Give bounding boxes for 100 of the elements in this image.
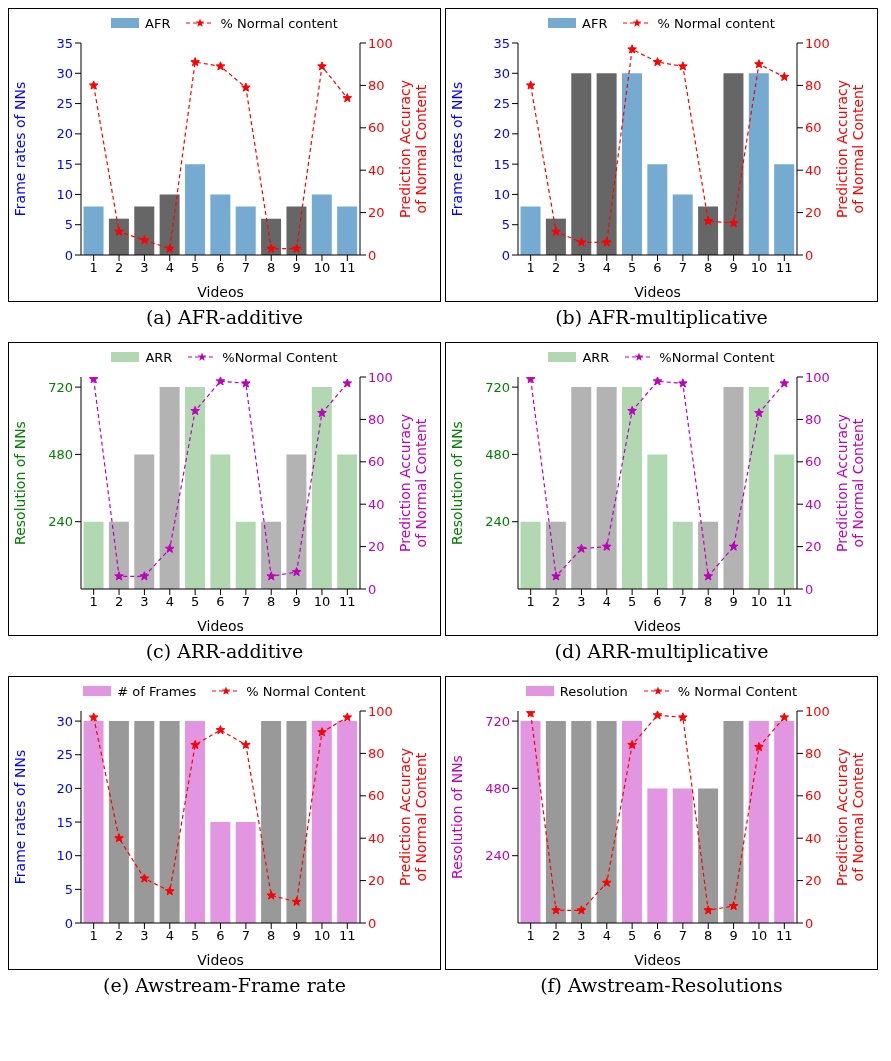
x-tick-label: 1 [526,928,535,944]
legend-label: % Normal content [657,15,775,31]
y-axis-title: Resolution of NNs [449,421,465,545]
bar [337,454,358,589]
y-tick-label: 240 [485,848,510,864]
x-tick-label: 8 [704,594,713,610]
bar [748,387,769,589]
bar [83,521,104,589]
y-tick-label: 5 [501,217,510,233]
y2-axis-title: Prediction Accuracy of Normal Content [397,414,429,552]
point [728,218,739,228]
x-tick-label: 7 [678,928,687,944]
y-tick-label: 30 [56,65,73,81]
x-tick-label: 2 [551,928,561,944]
y2-tick-label: 20 [368,539,385,555]
y-tick-label: 20 [56,781,73,797]
x-tick-label: 10 [313,594,331,610]
x-tick-label: 6 [653,260,662,276]
y2-tick-label: 100 [368,703,393,719]
point [779,378,790,388]
x-tick-label: 10 [750,928,768,944]
point [678,378,688,388]
y-tick-label: 240 [485,514,510,530]
x-tick-label: 7 [678,260,687,276]
point [139,571,150,581]
y-axis-title: Resolution of NNs [12,421,28,545]
point [317,408,327,418]
point [164,543,175,553]
y-tick-label: 0 [64,247,73,263]
x-tick-label: 1 [89,594,98,610]
x-axis-title: Videos [197,952,244,968]
y-tick-label: 720 [485,379,510,395]
bar [286,206,307,255]
y2-axis-title: Prediction Accuracy of Normal Content [397,748,429,886]
x-tick-label: 7 [678,594,687,610]
bar [159,194,180,255]
text: (f) Awstream-Resolutions [539,974,784,998]
x-tick-label: 9 [729,928,738,944]
point [88,80,99,90]
x-tick-label: 11 [776,594,793,610]
y2-axis-title: Prediction Accuracy of Normal Content [397,80,429,218]
y-tick-label: 5 [64,881,73,897]
bar [520,521,541,589]
point [576,543,587,553]
y2-axis-title: Prediction Accuracy of Normal Content [834,80,866,218]
y2-tick-label: 0 [368,915,377,931]
bar [621,73,642,255]
point [627,44,637,54]
y-tick-label: 480 [485,447,510,463]
y2-tick-label: 80 [805,746,822,762]
point [627,739,637,750]
y-tick-label: 720 [485,713,510,729]
point [215,725,226,735]
y2-tick-label: 0 [805,581,814,597]
y-tick-label: 15 [56,814,73,830]
x-axis-title: Videos [634,952,681,968]
y2-tick-label: 20 [368,873,385,889]
bar [261,521,282,589]
point [652,711,663,720]
y2-tick-label: 100 [805,369,830,385]
y-tick-label: 10 [56,848,73,864]
point [652,57,663,67]
y2-tick-label: 20 [805,873,822,889]
x-tick-label: 7 [241,928,250,944]
y2-tick-label: 0 [368,581,377,597]
y2-tick-label: 60 [805,788,822,804]
bar [184,387,205,589]
point [241,82,251,92]
y2-axis-title: Prediction Accuracy of Normal Content [834,748,866,886]
bar [159,387,180,589]
point [601,237,612,247]
x-tick-label: 4 [602,928,611,944]
x-tick-label: 9 [292,594,301,610]
x-tick-label: 3 [140,260,149,276]
bar [108,521,129,589]
x-tick-label: 5 [191,594,200,610]
bar [210,454,231,589]
bar [571,387,592,589]
x-tick-label: 6 [653,928,662,944]
y-tick-label: 25 [56,747,73,763]
bar [571,73,592,255]
y2-tick-label: 20 [805,205,822,221]
point [652,377,663,386]
bar [311,194,332,255]
x-tick-label: 2 [551,594,561,610]
y2-tick-label: 80 [368,412,385,428]
bar [672,194,693,255]
y-axis-title: Frame rates of NNs [449,81,465,217]
x-tick-label: 7 [241,260,250,276]
y-tick-label: 35 [493,35,510,51]
x-axis-title: Videos [197,284,244,300]
x-tick-label: 10 [313,928,331,944]
x-tick-label: 4 [165,260,174,276]
point [342,712,353,722]
point [241,739,251,750]
point [678,712,688,722]
point [266,571,277,581]
y-tick-label: 480 [48,447,73,463]
point [551,226,561,236]
y2-tick-label: 100 [805,703,830,719]
